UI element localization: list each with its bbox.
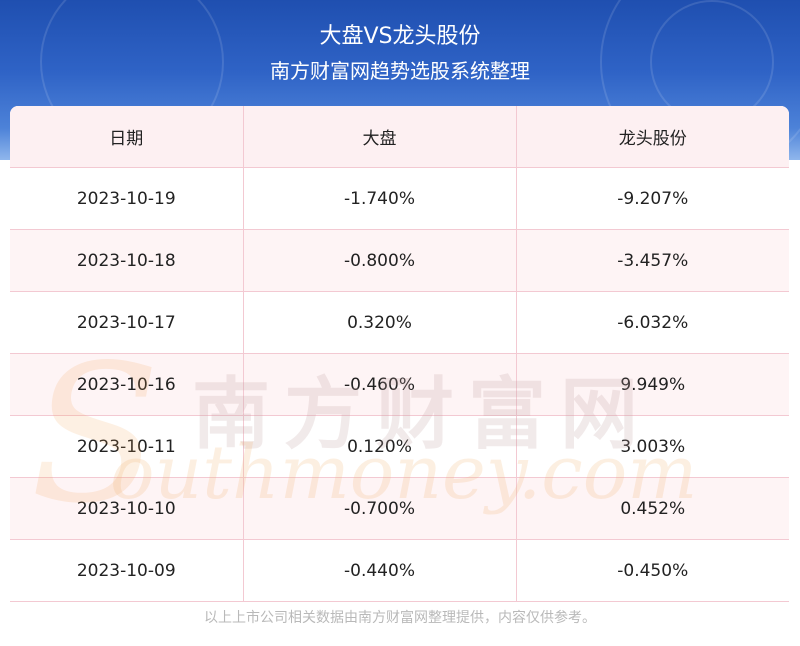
market-change-cell: -0.440% bbox=[243, 539, 517, 602]
date-cell: 2023-10-17 bbox=[10, 291, 244, 354]
page-subtitle: 南方财富网趋势选股系统整理 bbox=[270, 59, 530, 83]
column-header-date: 日期 bbox=[10, 106, 244, 168]
date-cell: 2023-10-09 bbox=[10, 539, 244, 602]
date-cell: 2023-10-11 bbox=[10, 415, 244, 478]
market-change-cell: -0.700% bbox=[243, 477, 517, 540]
data-table: 日期 大盘 龙头股份 2023-10-19 -1.740% -9.207% 20… bbox=[10, 106, 789, 602]
market-change-cell: 0.120% bbox=[243, 415, 517, 478]
market-change-cell: -0.460% bbox=[243, 353, 517, 416]
column-header-market: 大盘 bbox=[243, 106, 517, 168]
banner-decoration bbox=[600, 0, 800, 160]
table-row: 2023-10-16 -0.460% 9.949% bbox=[10, 353, 789, 416]
market-change-cell: -0.800% bbox=[243, 229, 517, 292]
table-row: 2023-10-09 -0.440% -0.450% bbox=[10, 539, 789, 602]
table-row: 2023-10-11 0.120% 3.003% bbox=[10, 415, 789, 478]
market-change-cell: -1.740% bbox=[243, 167, 517, 230]
date-cell: 2023-10-10 bbox=[10, 477, 244, 540]
table-row: 2023-10-19 -1.740% -9.207% bbox=[10, 167, 789, 230]
stock-change-cell: 0.452% bbox=[516, 477, 789, 540]
table-row: 2023-10-18 -0.800% -3.457% bbox=[10, 229, 789, 292]
table-card: 日期 大盘 龙头股份 2023-10-19 -1.740% -9.207% 20… bbox=[10, 106, 789, 602]
stock-change-cell: 9.949% bbox=[516, 353, 789, 416]
stock-change-cell: -6.032% bbox=[516, 291, 789, 354]
date-cell: 2023-10-18 bbox=[10, 229, 244, 292]
table-row: 2023-10-10 -0.700% 0.452% bbox=[10, 477, 789, 540]
market-change-cell: 0.320% bbox=[243, 291, 517, 354]
stock-change-cell: 3.003% bbox=[516, 415, 789, 478]
table-row: 2023-10-17 0.320% -6.032% bbox=[10, 291, 789, 354]
table-header-row: 日期 大盘 龙头股份 bbox=[10, 106, 789, 168]
page-title: 大盘VS龙头股份 bbox=[319, 24, 481, 49]
footer-note: 以上上市公司相关数据由南方财富网整理提供，内容仅供参考。 bbox=[204, 610, 596, 626]
stock-change-cell: -0.450% bbox=[516, 539, 789, 602]
stock-change-cell: -9.207% bbox=[516, 167, 789, 230]
date-cell: 2023-10-19 bbox=[10, 167, 244, 230]
column-header-stock: 龙头股份 bbox=[516, 106, 789, 168]
date-cell: 2023-10-16 bbox=[10, 353, 244, 416]
stock-change-cell: -3.457% bbox=[516, 229, 789, 292]
